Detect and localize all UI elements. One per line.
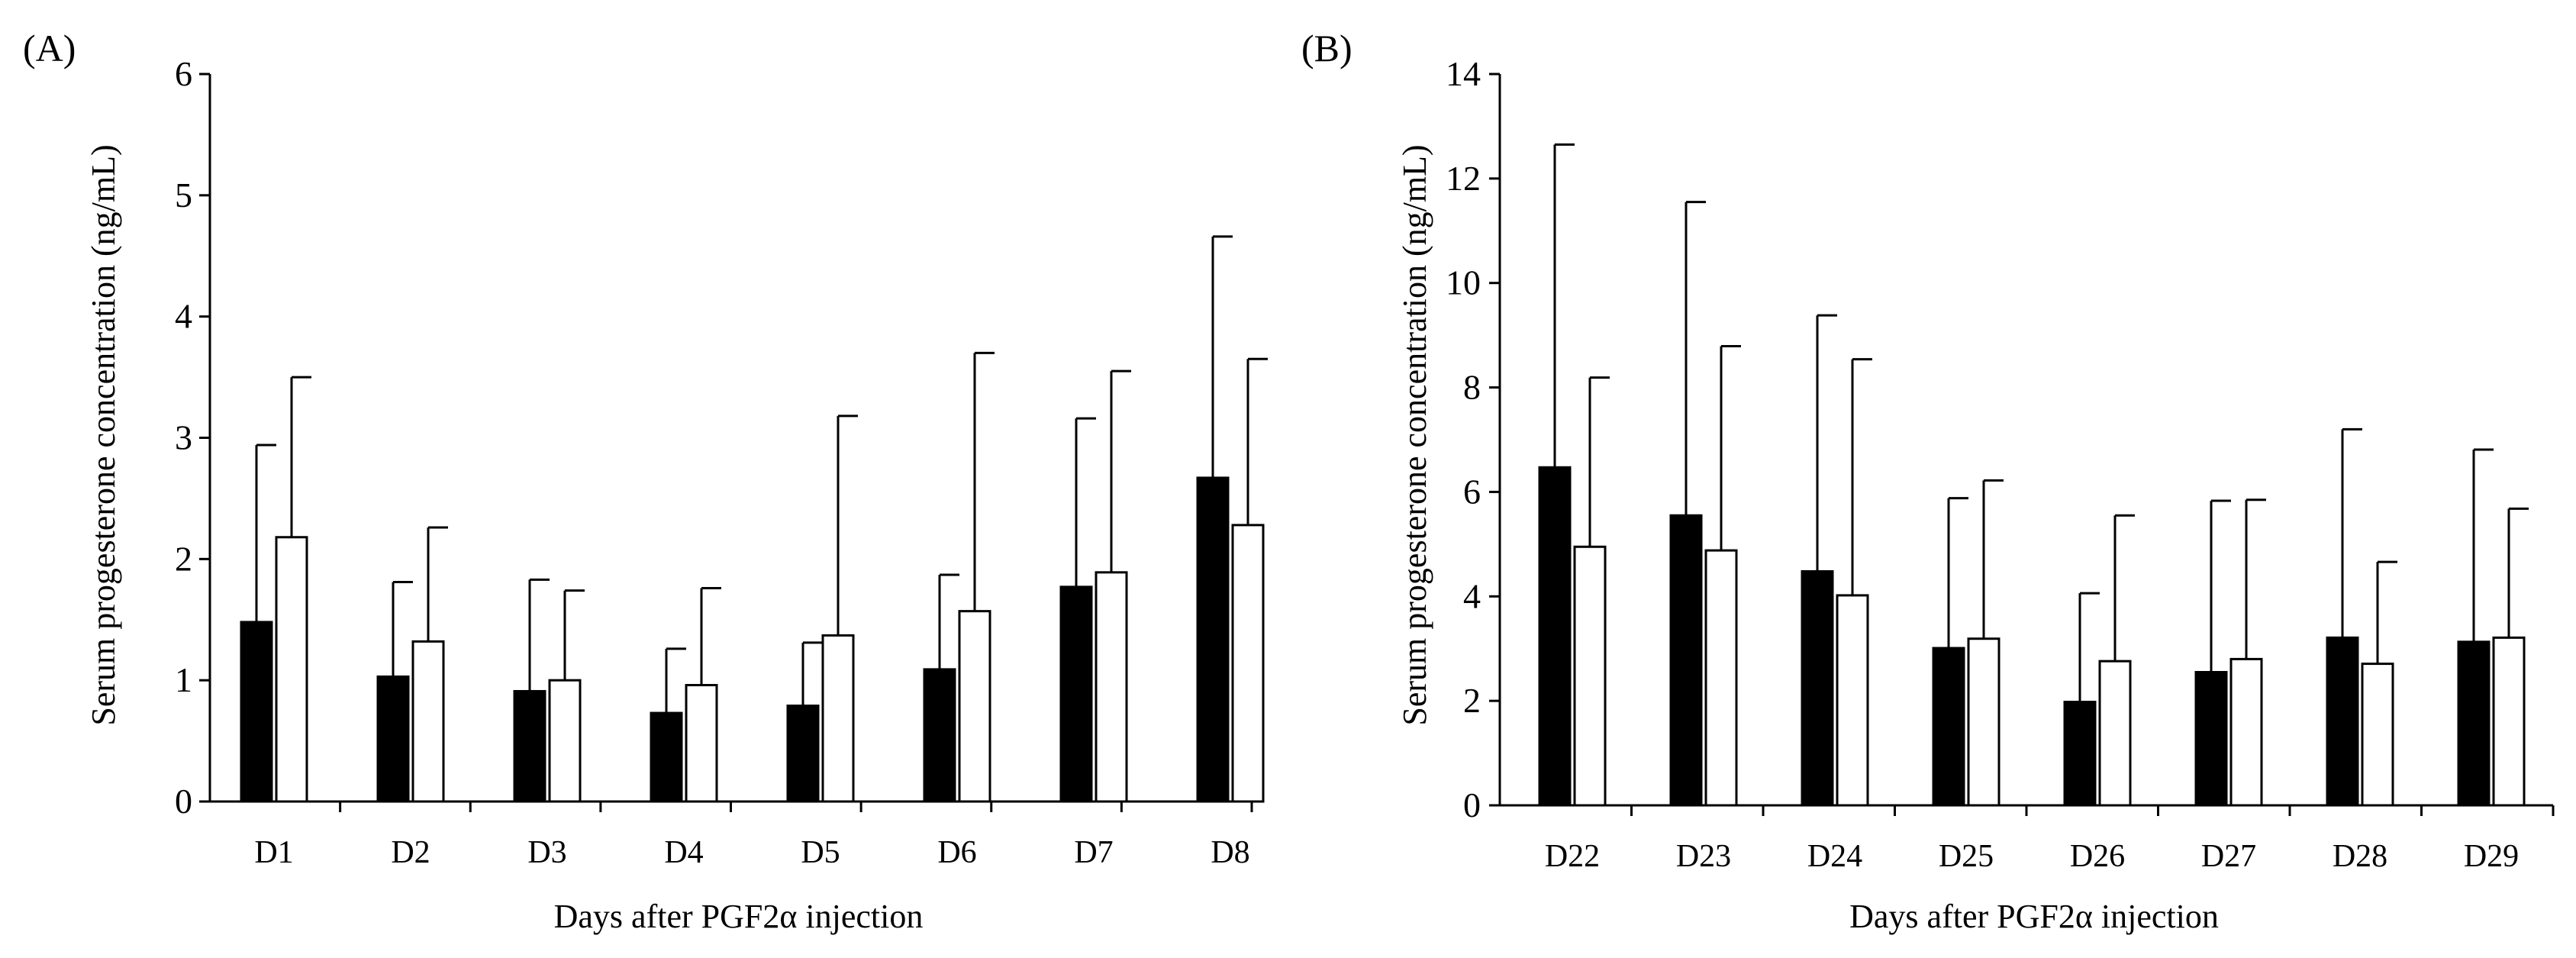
- bar-open-D28: [2361, 663, 2394, 807]
- bar-open-D27: [2229, 657, 2263, 807]
- bar-filled-D28: [2326, 636, 2359, 807]
- y-tick-label: 1: [175, 660, 192, 699]
- panel-label: (B): [1301, 27, 1352, 69]
- y-tick-label: 4: [175, 297, 192, 336]
- x-tick-label: D5: [801, 835, 840, 870]
- bar-open-D4: [685, 684, 718, 803]
- x-tick-label: D29: [2464, 839, 2519, 874]
- bar-open-D6: [958, 610, 991, 803]
- x-axis-title: Days after PGF2α injection: [554, 898, 924, 935]
- bar-open-D23: [1704, 549, 1738, 807]
- bar-filled-D24: [1801, 569, 1834, 807]
- bar-filled-D3: [513, 689, 546, 803]
- y-tick-label: 4: [1463, 576, 1481, 615]
- y-tick-label: 6: [1463, 472, 1481, 511]
- x-tick-label: D6: [937, 835, 976, 870]
- bar-open-D24: [1836, 594, 1869, 807]
- y-tick-label: 12: [1446, 159, 1481, 198]
- bar-filled-D1: [240, 621, 273, 803]
- bar-open-D25: [1967, 637, 2001, 807]
- y-tick-label: 8: [1463, 368, 1481, 407]
- y-axis-title: Serum progesterone concentration (ng/mL): [1396, 144, 1433, 725]
- bar-filled-D26: [2063, 701, 2097, 807]
- x-tick-label: D8: [1211, 835, 1249, 870]
- y-tick-label: 2: [175, 539, 192, 578]
- x-tick-label: D25: [1939, 839, 1994, 874]
- chart-panel-b: (B) 0 2 4 6 8 10 12 14 D22 D23 D24 D25 D26 D27 D28 D29 Da…: [1301, 27, 2555, 935]
- y-tick-label: 0: [1463, 785, 1481, 824]
- bar-filled-D27: [2194, 671, 2228, 807]
- bar-filled-D8: [1196, 476, 1230, 803]
- bar-filled-D7: [1059, 585, 1093, 803]
- y-axis-title: Serum progesterone concentration (ng/mL): [85, 144, 122, 725]
- x-tick-label: D2: [391, 835, 430, 870]
- x-tick-label: D1: [254, 835, 293, 870]
- x-tick-label: D28: [2333, 839, 2387, 874]
- x-tick-label: D26: [2070, 839, 2125, 874]
- y-tick-label: 0: [175, 782, 192, 821]
- x-tick-label: D24: [1807, 839, 1862, 874]
- bar-filled-D29: [2457, 640, 2491, 807]
- y-tick-label: 14: [1446, 54, 1481, 93]
- bar-open-D26: [2098, 660, 2132, 807]
- bar-filled-D2: [376, 675, 410, 803]
- bar-filled-D6: [923, 668, 956, 803]
- y-tick-label: 5: [175, 176, 192, 215]
- bar-filled-D22: [1538, 466, 1572, 807]
- bar-open-D3: [548, 679, 582, 803]
- bar-open-D2: [411, 640, 445, 803]
- bar-open-D7: [1095, 571, 1128, 803]
- bar-filled-D4: [650, 711, 683, 803]
- bar-filled-D5: [786, 705, 820, 803]
- x-tick-label: D7: [1074, 835, 1113, 870]
- bar-open-D22: [1573, 545, 1607, 807]
- chart-panel-a: (A) 0 1 2 3 4 5 6 D1 D2 D3 D4 D5 D6 D7 D8 Days after PGF…: [23, 27, 1268, 935]
- x-axis-title: Days after PGF2α injection: [1849, 898, 2219, 935]
- bar-open-D5: [821, 634, 855, 803]
- y-tick-label: 10: [1446, 263, 1481, 302]
- bar-filled-D25: [1932, 647, 1965, 807]
- y-tick-label: 3: [175, 418, 192, 457]
- x-tick-label: D4: [664, 835, 703, 870]
- panel-label: (A): [23, 27, 76, 69]
- x-tick-label: D3: [527, 835, 566, 870]
- bar-open-D8: [1231, 524, 1265, 803]
- bar-open-D29: [2492, 636, 2526, 807]
- y-tick-label: 6: [175, 54, 192, 93]
- y-tick-label: 2: [1463, 681, 1481, 720]
- bar-filled-D23: [1669, 514, 1703, 807]
- x-tick-label: D23: [1676, 839, 1731, 874]
- x-tick-label: D27: [2201, 839, 2256, 874]
- x-tick-label: D22: [1545, 839, 1600, 874]
- bar-open-D1: [275, 536, 308, 803]
